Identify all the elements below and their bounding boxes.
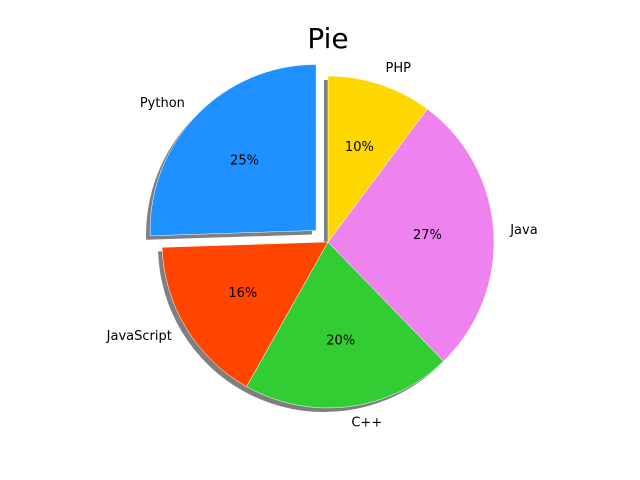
pie-slice-javascript	[161, 241, 329, 387]
pie-slice-php	[327, 75, 428, 243]
pie-slice-java	[327, 108, 495, 362]
slice-percent-php: 10%	[345, 140, 374, 155]
slice-percent-python: 25%	[230, 154, 259, 169]
slice-percent-cplusplus: 20%	[326, 333, 355, 348]
slice-percent-javascript: 16%	[228, 286, 257, 301]
slice-label-cplusplus: C++	[351, 416, 382, 431]
slice-label-javascript: JavaScript	[106, 329, 172, 344]
slice-label-php: PHP	[386, 61, 412, 76]
slice-percent-java: 27%	[413, 228, 442, 243]
slice-label-java: Java	[509, 223, 537, 238]
slice-label-python: Python	[140, 96, 185, 111]
slice-labels: Python 25% JavaScript 16% C++ 20% Java 27% PHP 10…	[106, 61, 538, 430]
pie-slices	[149, 64, 495, 409]
pie-slice-python	[149, 64, 317, 237]
pie-slice-cplusplus	[246, 241, 444, 409]
chart-title: Pie	[307, 22, 348, 55]
